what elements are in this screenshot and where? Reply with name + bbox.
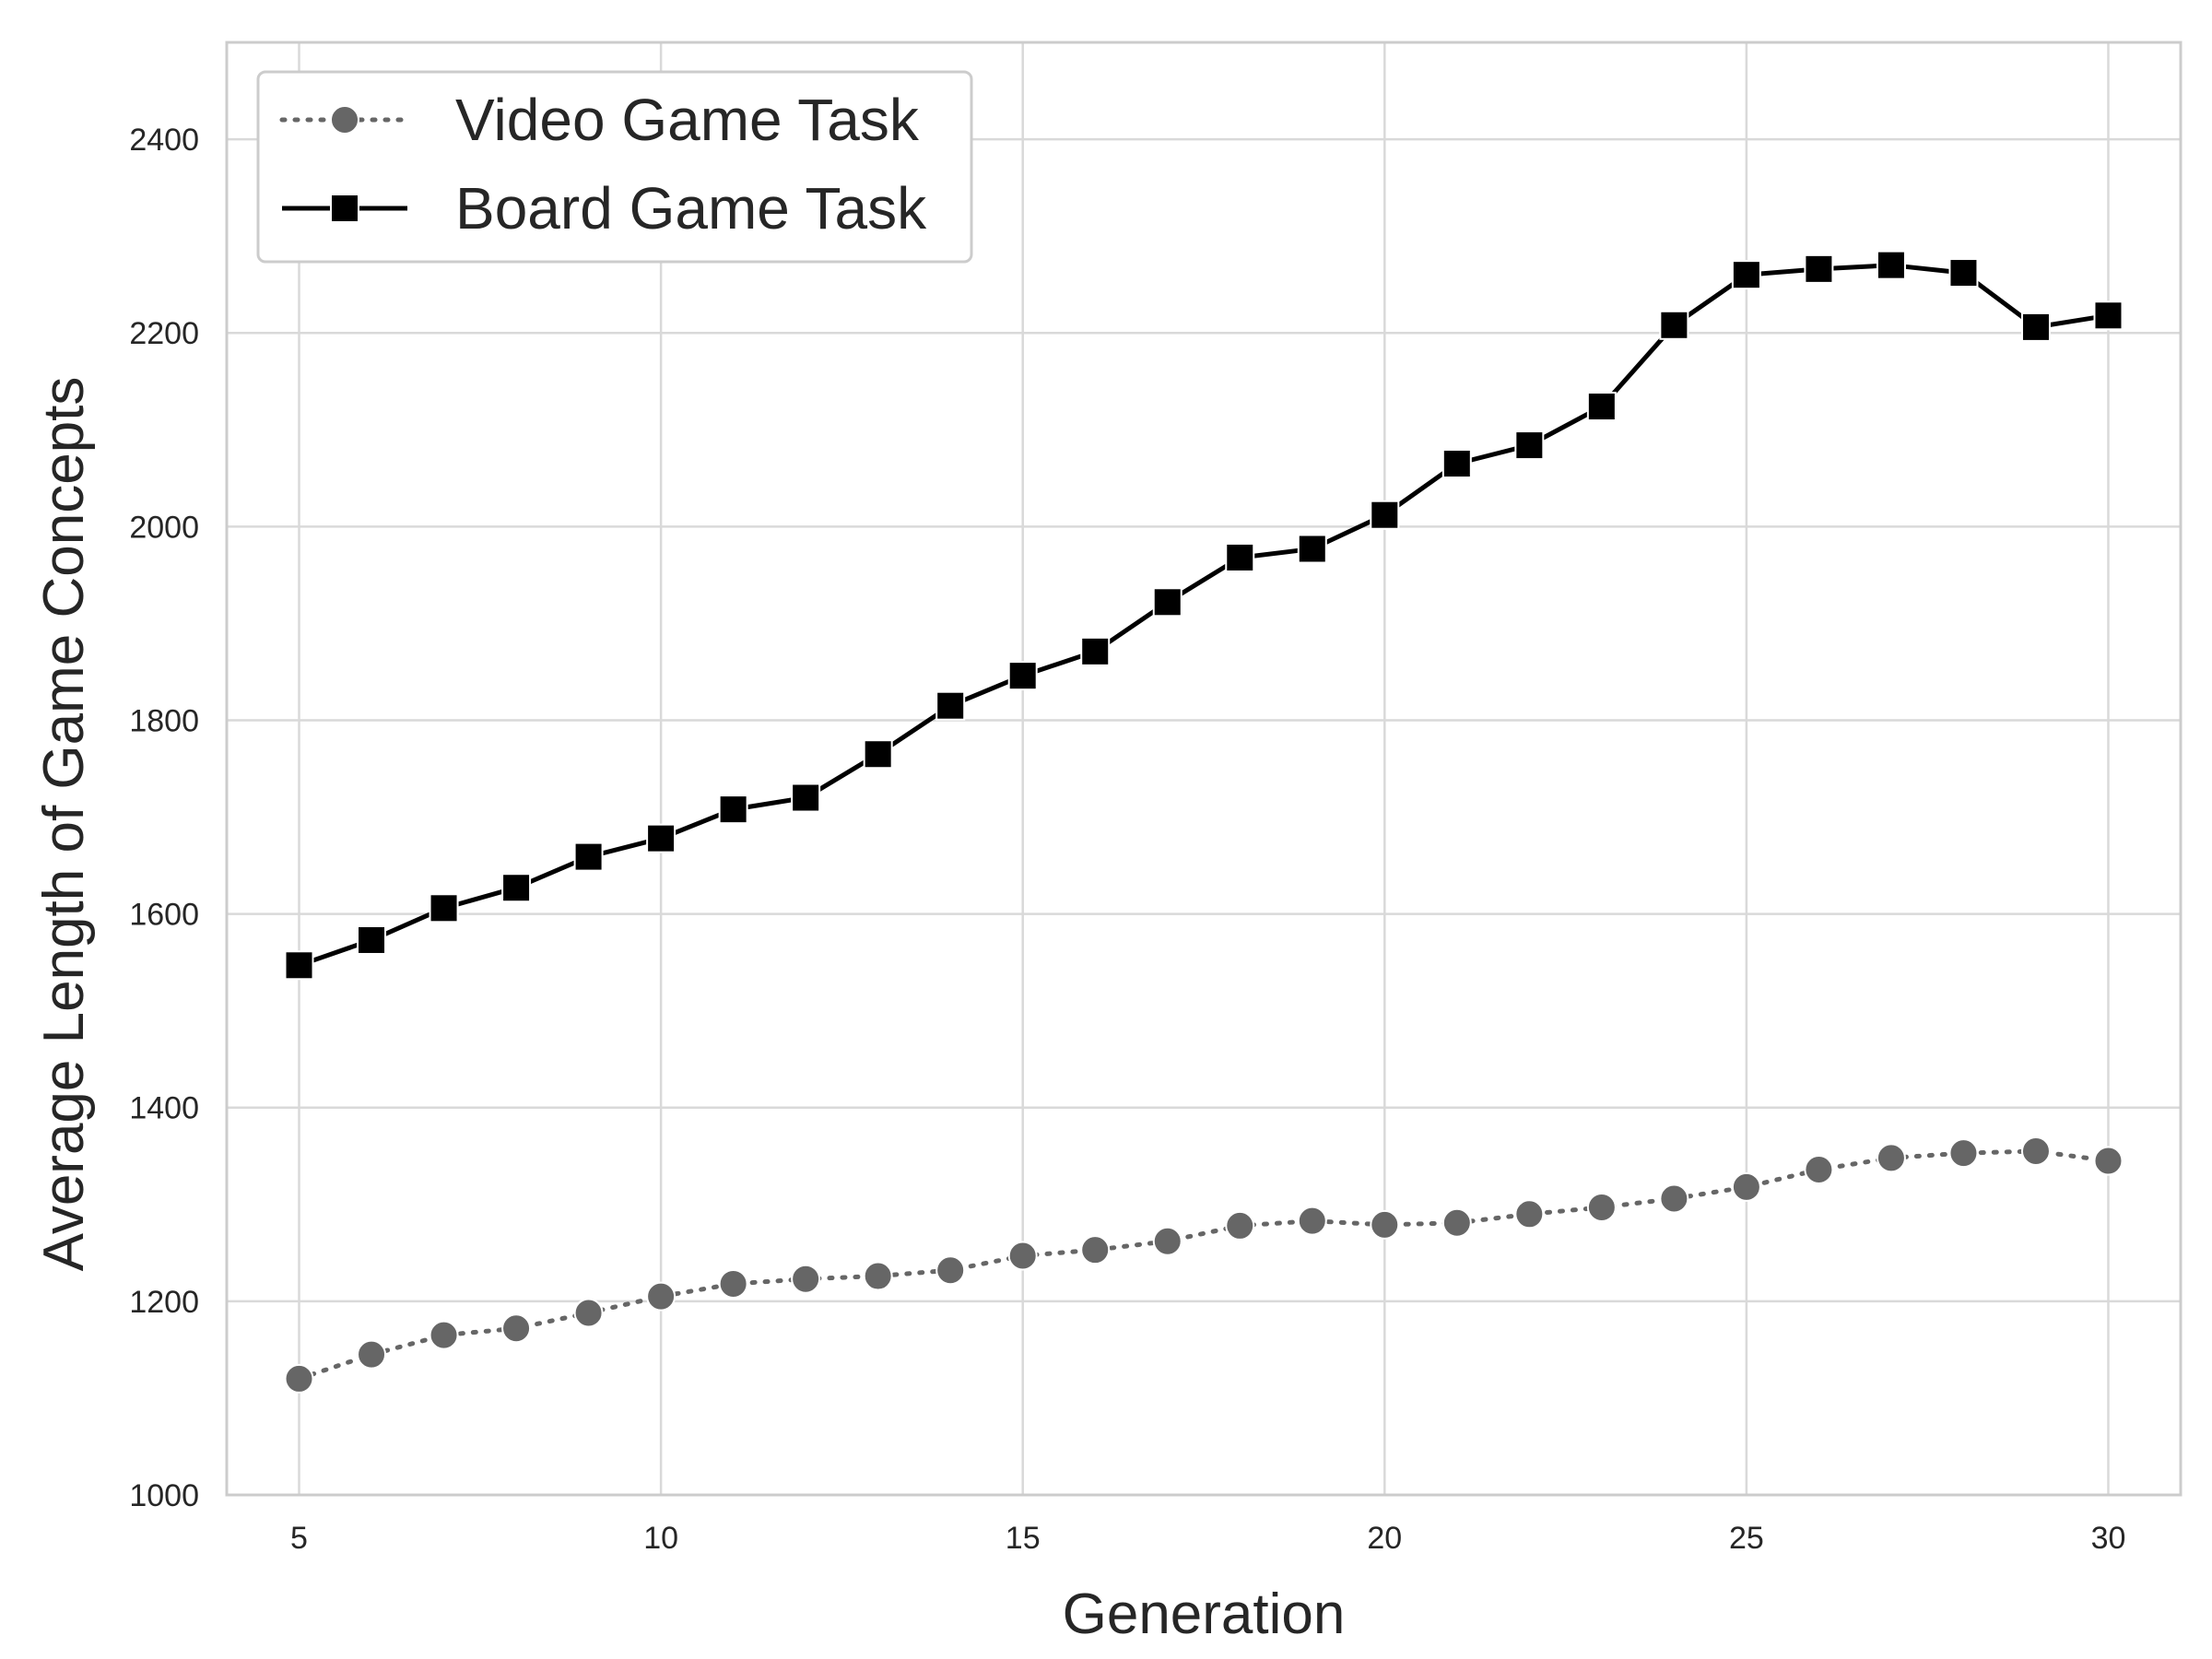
data-point-board-game-task — [1514, 430, 1545, 461]
data-point-video-game-task — [573, 1298, 604, 1328]
data-point-board-game-task — [1370, 500, 1400, 530]
data-point-video-game-task — [1297, 1206, 1327, 1236]
data-point-board-game-task — [863, 739, 893, 770]
data-point-board-game-task — [1948, 258, 1979, 288]
data-point-board-game-task — [1731, 260, 1761, 290]
legend-entry-board-game-task: Board Game Task — [282, 175, 927, 241]
plot-area-frame — [225, 41, 2183, 1497]
y-tick-label: 1000 — [129, 1478, 199, 1513]
data-point-board-game-task — [1080, 636, 1111, 666]
legend-box — [256, 70, 973, 264]
x-tick-label: 5 — [290, 1521, 308, 1556]
data-point-board-game-task — [791, 782, 821, 813]
data-point-board-game-task — [1441, 449, 1472, 479]
legend-label-video-game-task: Video Game Task — [455, 87, 920, 153]
y-axis-title: Average Length of Game Concepts — [32, 377, 96, 1272]
legend-swatch-marker — [330, 194, 359, 223]
data-point-board-game-task — [501, 873, 532, 903]
x-tick-label: 20 — [1367, 1521, 1402, 1556]
data-point-video-game-task — [1152, 1226, 1182, 1256]
data-point-video-game-task — [2020, 1136, 2051, 1167]
y-axis-ticks: 1000 1200 1400 1600 1800 2000 2200 2400 — [129, 123, 199, 1513]
legend-entry-video-game-task: Video Game Task — [279, 87, 920, 153]
data-point-video-game-task — [1804, 1154, 1834, 1184]
data-point-video-game-task — [1370, 1209, 1400, 1240]
y-tick-label: 2200 — [129, 316, 199, 351]
data-point-video-game-task — [1876, 1143, 1906, 1173]
data-point-board-game-task — [1804, 253, 1834, 284]
data-point-video-game-task — [1441, 1207, 1472, 1238]
legend: Video Game Task Board Game Task — [256, 70, 973, 264]
data-point-board-game-task — [1152, 587, 1182, 618]
data-point-board-game-task — [718, 794, 748, 825]
data-point-video-game-task — [2093, 1146, 2124, 1176]
data-point-board-game-task — [1586, 392, 1617, 422]
data-point-video-game-task — [1007, 1241, 1038, 1271]
data-point-video-game-task — [791, 1264, 821, 1294]
legend-label-board-game-task: Board Game Task — [455, 175, 927, 241]
data-point-board-game-task — [646, 823, 677, 853]
data-point-board-game-task — [1297, 534, 1327, 564]
data-point-board-game-task — [1876, 250, 1906, 280]
data-point-board-game-task — [1007, 661, 1038, 691]
series-layer — [284, 250, 2124, 1394]
data-point-board-game-task — [429, 893, 459, 924]
data-point-video-game-task — [1225, 1210, 1255, 1241]
data-point-video-game-task — [1514, 1199, 1545, 1230]
data-point-video-game-task — [284, 1363, 314, 1394]
data-point-video-game-task — [1586, 1192, 1617, 1222]
x-tick-label: 10 — [643, 1521, 678, 1556]
y-tick-label: 2000 — [129, 510, 199, 545]
data-point-board-game-task — [935, 690, 966, 721]
data-point-board-game-task — [284, 950, 314, 981]
x-tick-label: 15 — [1006, 1521, 1041, 1556]
data-point-video-game-task — [429, 1320, 459, 1350]
x-axis-ticks: 5 10 15 20 25 30 — [290, 1521, 2125, 1556]
data-point-video-game-task — [935, 1255, 966, 1286]
grid-lines — [227, 42, 2181, 1495]
data-point-video-game-task — [357, 1339, 387, 1370]
x-tick-label: 25 — [1729, 1521, 1764, 1556]
data-point-video-game-task — [646, 1281, 677, 1312]
data-point-board-game-task — [357, 924, 387, 955]
data-point-video-game-task — [501, 1313, 532, 1344]
y-tick-label: 1600 — [129, 898, 199, 933]
legend-swatch-marker — [330, 105, 359, 135]
data-point-video-game-task — [1731, 1171, 1761, 1202]
data-point-board-game-task — [2093, 300, 2124, 331]
x-axis-title: Generation — [1063, 1583, 1346, 1646]
data-point-video-game-task — [1948, 1138, 1979, 1169]
y-tick-label: 1200 — [129, 1285, 199, 1320]
y-tick-label: 1800 — [129, 703, 199, 738]
data-point-board-game-task — [1659, 310, 1689, 340]
series-video-game-task — [284, 1136, 2124, 1394]
data-point-video-game-task — [718, 1268, 748, 1299]
y-tick-label: 2400 — [129, 123, 199, 158]
data-point-board-game-task — [573, 841, 604, 872]
data-point-board-game-task — [1225, 542, 1255, 572]
legend-swatch-video-game-task — [279, 105, 410, 135]
data-point-video-game-task — [1659, 1183, 1689, 1214]
series-board-game-task — [284, 250, 2124, 981]
data-point-video-game-task — [1080, 1235, 1111, 1265]
x-tick-label: 30 — [2091, 1521, 2126, 1556]
data-point-video-game-task — [863, 1261, 893, 1291]
data-point-board-game-task — [2020, 312, 2051, 342]
legend-swatch-board-game-task — [282, 194, 407, 223]
y-tick-label: 1400 — [129, 1091, 199, 1126]
